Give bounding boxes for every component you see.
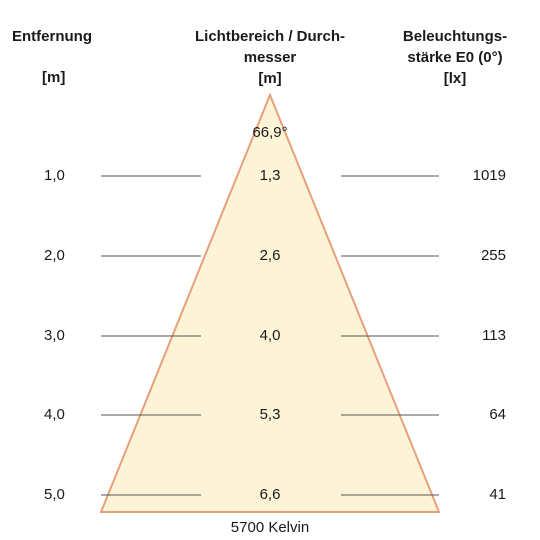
lux-value: 1019: [472, 167, 506, 184]
illuminance-header-title-1: Beleuchtungs-: [402, 28, 508, 45]
distance-value: 3,0: [44, 327, 65, 344]
diameter-header-title-1: Lichtbereich / Durch-: [194, 28, 346, 45]
diameter-header: Lichtbereich / Durch- messer [m]: [170, 26, 370, 89]
lux-value: 113: [482, 327, 506, 344]
illuminance-header: Beleuchtungs- stärke E0 (0°) [lx]: [380, 26, 530, 89]
diameter-value: 2,6: [259, 247, 281, 264]
distance-value: 5,0: [44, 486, 65, 503]
illuminance-header-unit: [lx]: [443, 70, 467, 87]
lux-value: 64: [489, 406, 506, 423]
diameter-value: 5,3: [259, 406, 281, 423]
distance-header-unit: [m]: [42, 69, 66, 86]
diameter-header-title-2: messer: [243, 49, 297, 66]
distance-value: 1,0: [44, 167, 65, 184]
light-cone: [99, 92, 441, 513]
diameter-value: 1,3: [259, 167, 281, 184]
diameter-header-unit: [m]: [258, 70, 282, 87]
diameter-value: 6,6: [259, 486, 281, 503]
beam-angle-label: 66,9°: [252, 124, 288, 141]
lux-value: 41: [489, 486, 506, 503]
diameter-value: 4,0: [259, 327, 281, 344]
guide-lines: [101, 175, 439, 496]
distance-value: 2,0: [44, 247, 65, 264]
color-temperature-label: 5700 Kelvin: [230, 519, 310, 536]
distance-value: 4,0: [44, 406, 65, 423]
lux-value: 255: [480, 247, 506, 264]
illuminance-header-title-2: stärke E0 (0°): [407, 49, 503, 66]
distance-header: Entfernung [m]: [12, 26, 122, 88]
distance-header-title: Entfernung: [12, 28, 92, 45]
